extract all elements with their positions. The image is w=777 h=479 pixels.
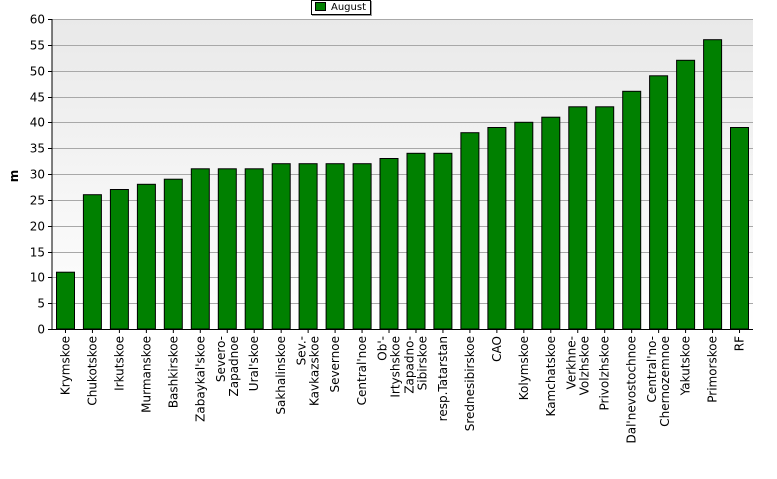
bar bbox=[379, 158, 399, 330]
y-tick-label: 5 bbox=[37, 297, 45, 311]
bar bbox=[244, 168, 264, 330]
x-tick-label: Primorskoe bbox=[706, 336, 720, 403]
bars-group bbox=[56, 39, 749, 330]
bar bbox=[163, 178, 183, 330]
x-tick-label: Irkutskoe bbox=[112, 336, 126, 391]
x-tick-label: Ural'skoe bbox=[247, 336, 261, 391]
y-tick-labels: 0 5 10 15 20 25 30 35 40 45 50 55 60 bbox=[30, 13, 52, 337]
bar bbox=[406, 152, 426, 330]
x-tick-label: Central'noe bbox=[355, 336, 369, 405]
bar bbox=[190, 168, 210, 330]
bar bbox=[622, 90, 642, 330]
x-tick-label: Privolzhskoe bbox=[598, 336, 612, 410]
x-tick-label: Verkhne- bbox=[564, 336, 578, 389]
y-tick-label: 15 bbox=[30, 246, 45, 260]
bar bbox=[217, 168, 237, 330]
bar bbox=[460, 132, 480, 330]
x-tick-label: Yakutskoe bbox=[679, 336, 693, 396]
bar bbox=[56, 271, 75, 330]
x-tick-label: Zapadno- bbox=[403, 336, 417, 394]
x-tick-label: Central'no- bbox=[645, 336, 659, 403]
y-tick-label: 25 bbox=[30, 194, 45, 208]
x-tick-label: Kavkazskoe bbox=[308, 336, 322, 406]
x-tick-label: Sakhalinskoe bbox=[274, 336, 288, 415]
y-tick-label: 55 bbox=[30, 39, 45, 53]
x-tick-label: Murmanskoe bbox=[139, 336, 153, 413]
bar bbox=[352, 163, 372, 330]
bar bbox=[82, 194, 102, 330]
legend-swatch-august bbox=[315, 1, 326, 11]
bar bbox=[325, 163, 345, 330]
bar bbox=[730, 127, 749, 330]
y-tick-label: 35 bbox=[30, 142, 45, 156]
y-tick-label: 50 bbox=[30, 65, 45, 79]
x-tick-label: resp.Tatarstan bbox=[436, 336, 450, 421]
x-tick-label: Severnoe bbox=[328, 336, 342, 393]
x-tick-label: Krymskoe bbox=[59, 336, 73, 395]
bar bbox=[676, 59, 696, 330]
x-tick-labels: Krymskoe Chukotskoe Irkutskoe Murmanskoe Bas… bbox=[59, 329, 747, 444]
x-tick-label: Dal'nevostochnoe bbox=[625, 336, 639, 444]
x-tick-label: Irtyshskoe bbox=[389, 336, 403, 398]
y-tick-label: 20 bbox=[30, 220, 45, 234]
y-tick-label: 0 bbox=[37, 323, 45, 337]
bar bbox=[541, 116, 561, 330]
bar bbox=[595, 106, 615, 330]
bar bbox=[433, 152, 453, 330]
bar bbox=[568, 106, 588, 330]
x-tick-label: Chernozemnoe bbox=[658, 336, 672, 427]
x-tick-label: Sibirskoe bbox=[416, 336, 430, 390]
y-tick-label: 10 bbox=[30, 271, 45, 285]
x-tick-label: RF bbox=[733, 336, 747, 351]
bar bbox=[109, 189, 129, 330]
x-tick-label: Bashkirskoe bbox=[166, 336, 180, 408]
y-tick-label: 30 bbox=[30, 168, 45, 182]
x-tick-label: Ob'- bbox=[376, 336, 390, 361]
x-tick-label: Kolymskoe bbox=[517, 336, 531, 400]
x-tick-label: Sev.- bbox=[295, 336, 309, 365]
x-tick-label: Kamchatskoe bbox=[544, 336, 558, 416]
bar bbox=[649, 75, 669, 330]
x-tick-label: Zabaykal'skoe bbox=[193, 336, 207, 422]
bar bbox=[271, 163, 291, 330]
x-tick-label: Chukotskoe bbox=[85, 336, 99, 406]
y-tick-label: 45 bbox=[30, 91, 45, 105]
y-tick-label: 40 bbox=[30, 116, 45, 130]
x-tick-label: Zapadnoe bbox=[227, 336, 241, 397]
y-tick-label: 60 bbox=[30, 13, 45, 27]
x-tick-label: Volzhskoe bbox=[577, 336, 591, 395]
bar bbox=[298, 163, 318, 330]
y-axis-label: m bbox=[7, 170, 21, 183]
bar bbox=[136, 183, 156, 330]
x-tick-label: Severo- bbox=[214, 336, 228, 382]
x-tick-label: CAO bbox=[490, 336, 504, 362]
bar bbox=[487, 127, 507, 330]
bar bbox=[703, 39, 723, 330]
legend-label-august: August bbox=[331, 2, 366, 13]
bar bbox=[514, 121, 534, 330]
legend: August bbox=[311, 0, 371, 15]
x-tick-label: Srednesibirskoe bbox=[463, 336, 477, 431]
